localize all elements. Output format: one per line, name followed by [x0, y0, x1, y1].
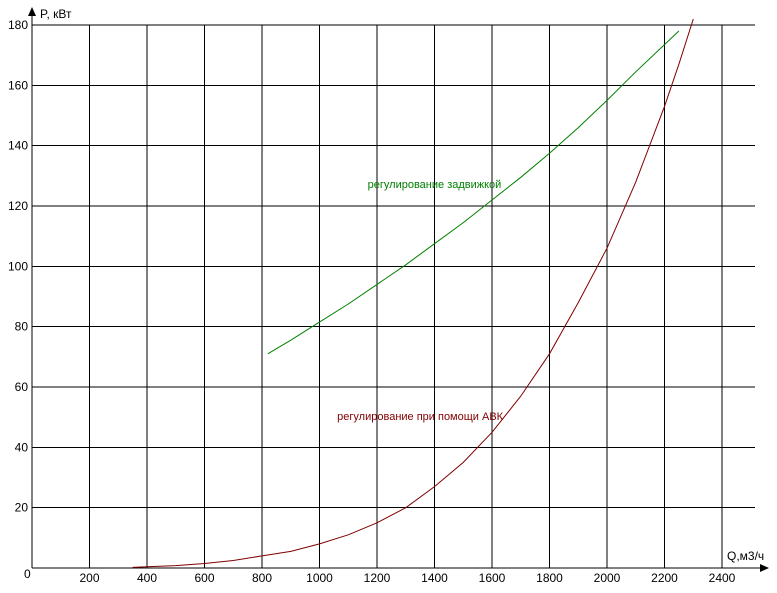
y-tick-label: 80: [15, 320, 29, 334]
x-tick-label: 200: [79, 571, 99, 585]
annotation-1: регулирование задвижкой: [368, 179, 502, 191]
series-lines: [132, 18, 694, 568]
series-line-1: [267, 30, 680, 355]
x-tick-labels: 200 400 600 800 1000 1200 1400 1600 1800 2000 2200…: [79, 571, 735, 585]
y-tick-label: 40: [15, 440, 29, 454]
origin-label: 0: [24, 567, 31, 581]
x-tick-label: 1200: [364, 571, 391, 585]
y-tick-label: 140: [8, 139, 28, 153]
x-axis-label: Q,м3/ч: [727, 549, 764, 563]
y-tick-label: 180: [8, 18, 28, 32]
x-tick-label: 1400: [421, 571, 448, 585]
y-tick-label: 20: [15, 501, 29, 515]
x-tick-label: 1800: [536, 571, 563, 585]
axes: [28, 7, 769, 572]
annotations: регулирование задвижкой регулирование при…: [337, 179, 503, 423]
y-tick-label: 100: [8, 259, 28, 273]
x-axis-arrow: [760, 564, 769, 572]
x-tick-label: 1600: [479, 571, 506, 585]
x-tick-label: 600: [194, 571, 214, 585]
y-axis-arrow: [28, 7, 36, 16]
x-tick-label: 1000: [306, 571, 333, 585]
y-tick-label: 60: [15, 380, 29, 394]
x-tick-label: 400: [137, 571, 157, 585]
annotation-2: регулирование при помощи АВК: [337, 411, 503, 423]
y-axis-label: P, кВт: [40, 7, 72, 21]
y-tick-label: 120: [8, 199, 28, 213]
y-tick-label: 160: [8, 78, 28, 92]
y-tick-labels: 20 40 60 80 100 120 140 160 180: [8, 18, 28, 515]
x-tick-label: 2200: [651, 571, 678, 585]
x-tick-label: 800: [252, 571, 272, 585]
grid: [32, 24, 755, 568]
x-tick-label: 2000: [594, 571, 621, 585]
x-tick-label: 2400: [709, 571, 736, 585]
series-line-2: [132, 18, 694, 568]
